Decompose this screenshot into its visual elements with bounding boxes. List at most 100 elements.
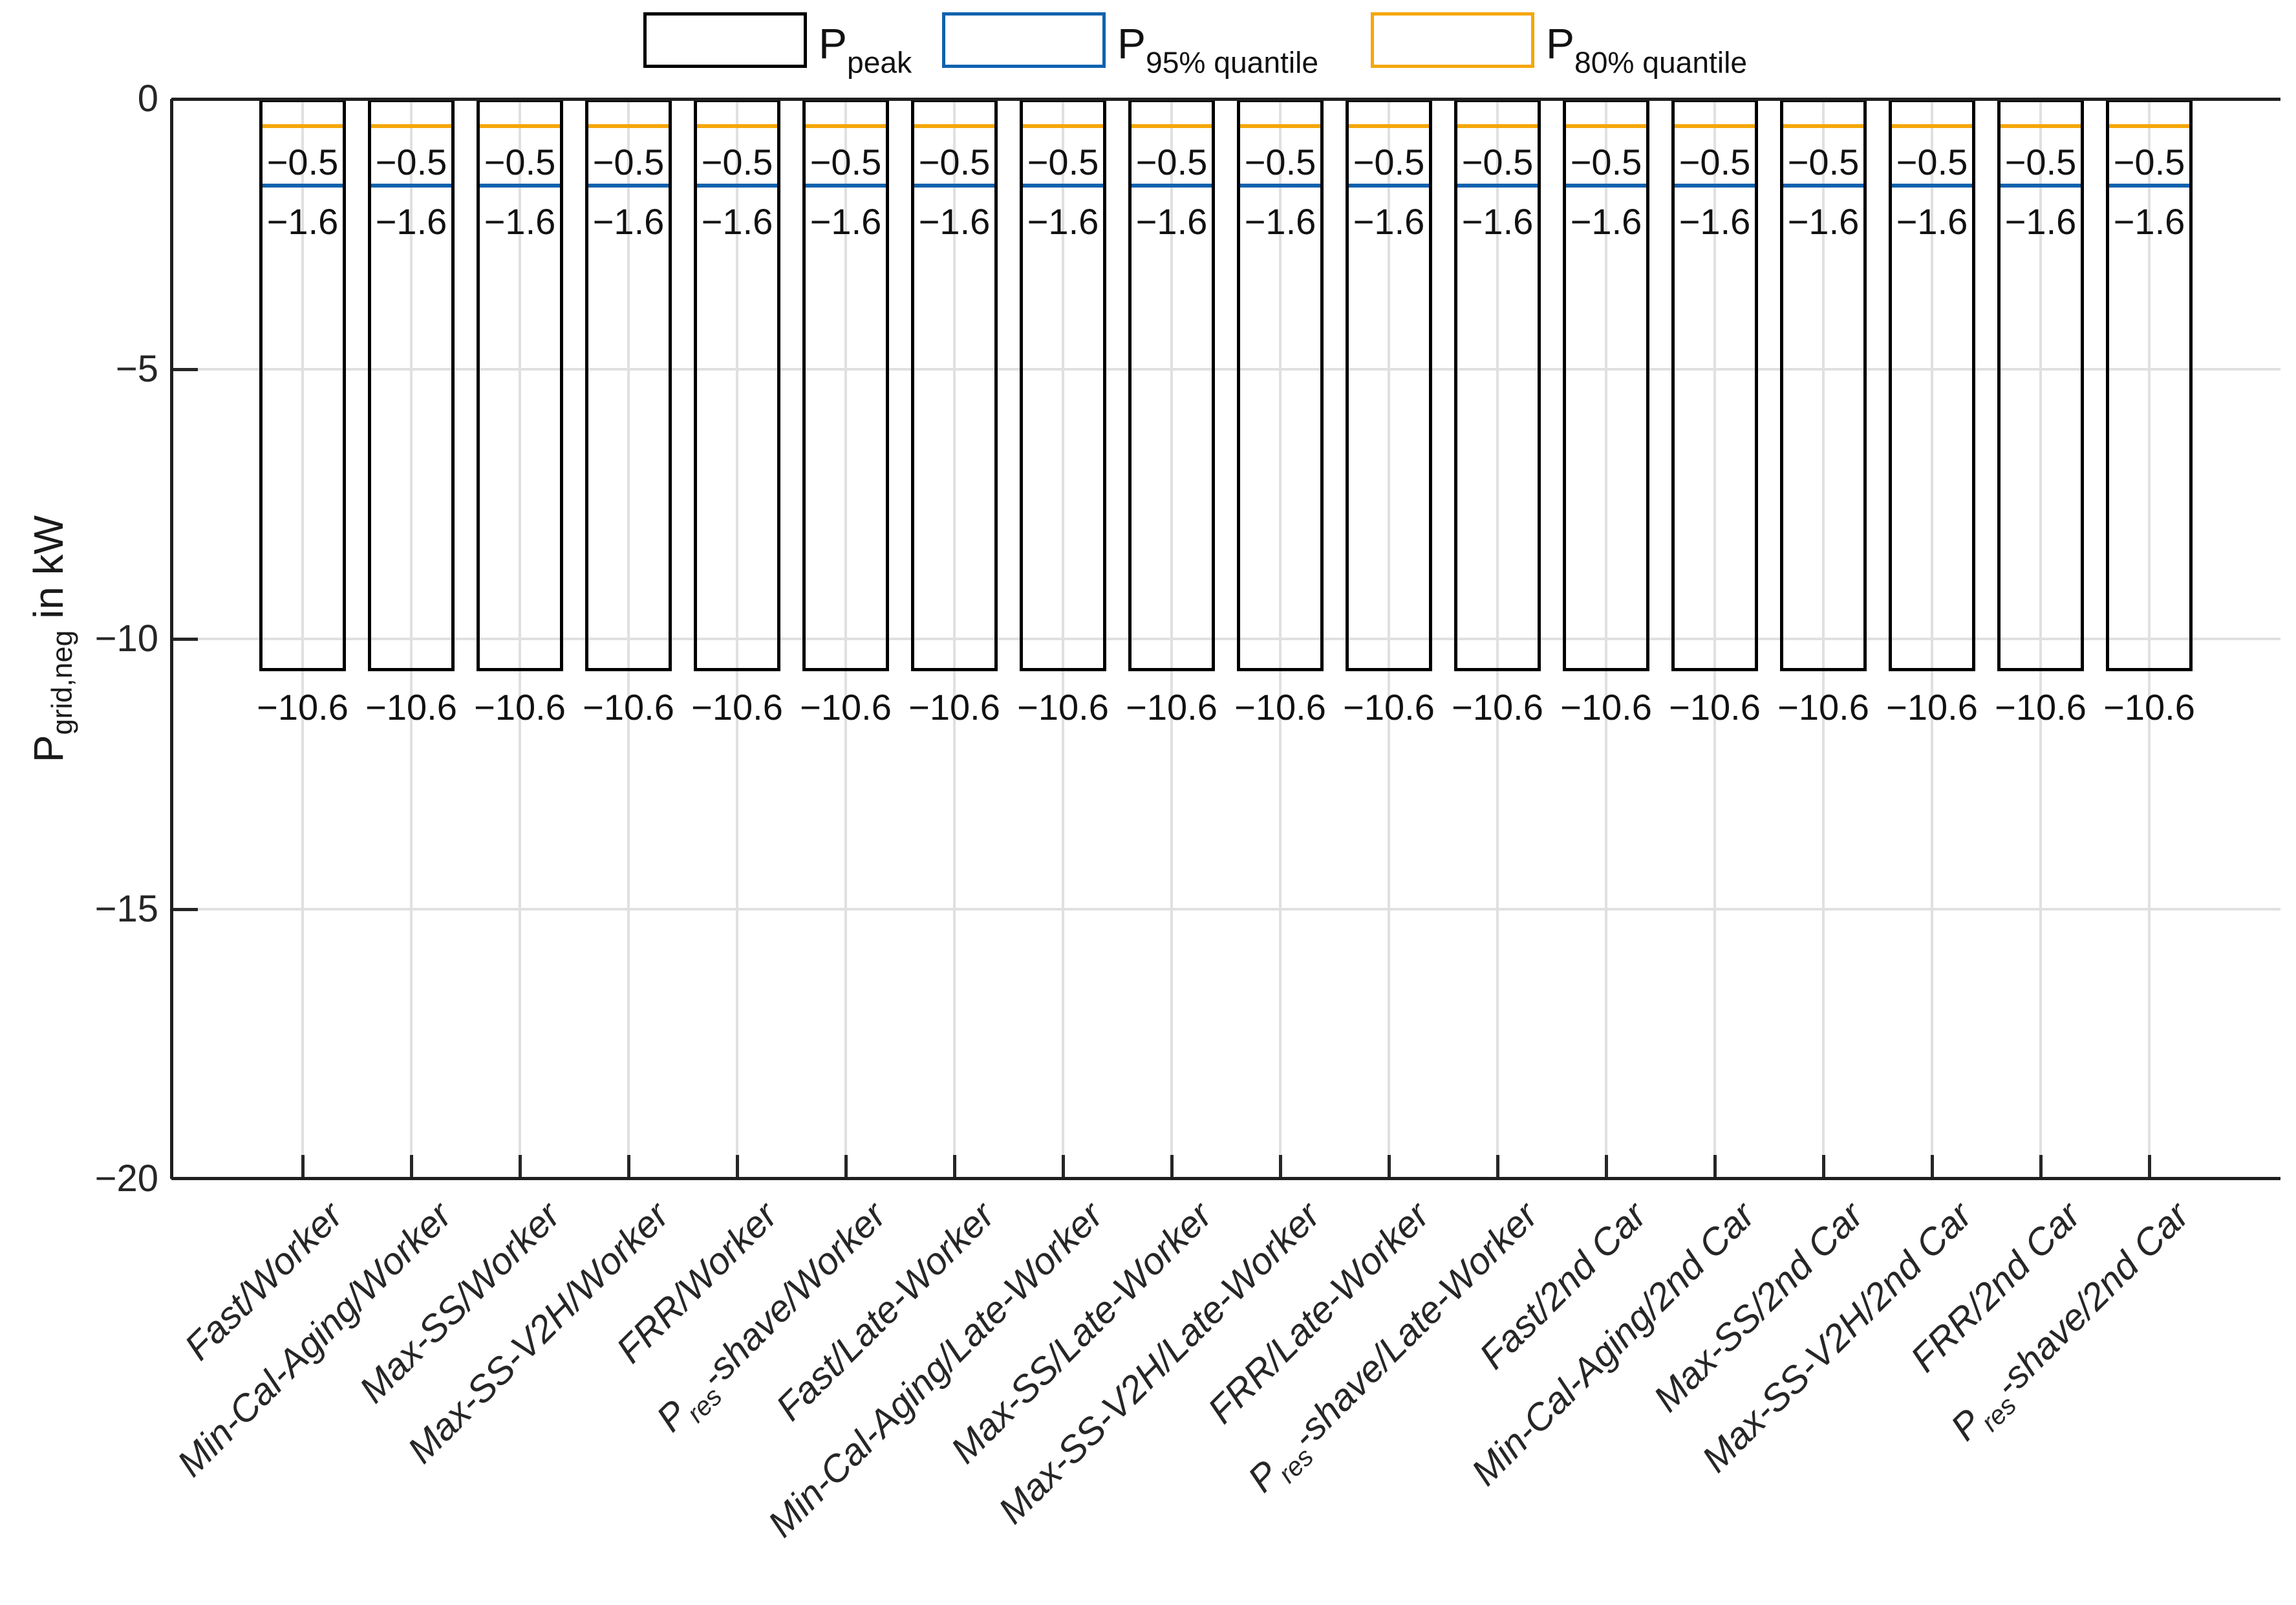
x-tick <box>844 1155 848 1179</box>
value-label-peak: −10.6 <box>583 687 674 728</box>
legend-label-peak: Ppeak <box>819 19 912 80</box>
x-tick <box>2148 1155 2151 1179</box>
legend-label-q80: P80% quantile <box>1546 19 1748 80</box>
q95-line <box>2001 183 2081 188</box>
x-tick <box>1713 1155 1717 1179</box>
value-label-peak: −10.6 <box>1886 687 1978 728</box>
x-tick <box>1279 1155 1282 1179</box>
q95-line <box>1349 183 1429 188</box>
q95-line <box>1023 183 1103 188</box>
q95-line <box>1240 183 1320 188</box>
value-label-peak: −10.6 <box>1126 687 1218 728</box>
axis-spine-bottom <box>171 1177 2280 1180</box>
q80-line <box>1023 124 1103 128</box>
q80-line <box>1783 124 1863 128</box>
q95-line <box>1675 183 1755 188</box>
x-tick <box>1388 1155 1391 1179</box>
q95-line <box>806 183 886 188</box>
x-gridline <box>1822 99 1825 1179</box>
q80-line <box>480 124 560 128</box>
value-label-peak: −10.6 <box>691 687 783 728</box>
subscript: res <box>1272 1441 1319 1489</box>
y-gridline <box>171 638 2280 640</box>
x-tick <box>301 1155 305 1179</box>
x-tick <box>953 1155 956 1179</box>
q95-line <box>914 183 994 188</box>
q80-line <box>2001 124 2081 128</box>
value-label-peak: −10.6 <box>1560 687 1652 728</box>
x-tick <box>1062 1155 1065 1179</box>
x-gridline <box>1062 99 1064 1179</box>
y-tick-label: −5 <box>115 347 158 390</box>
value-label-q95: −1.6 <box>1353 200 1425 242</box>
value-label-peak: −10.6 <box>1452 687 1543 728</box>
y-tick <box>173 638 198 641</box>
q80-line <box>697 124 777 128</box>
x-gridline <box>1931 99 1933 1179</box>
value-label-q95: −1.6 <box>1896 200 1968 242</box>
q80-line <box>263 124 343 128</box>
axis-spine-left <box>170 99 173 1179</box>
subscript: 95% quantile <box>1146 45 1319 80</box>
value-label-peak: −10.6 <box>1343 687 1435 728</box>
q95-line <box>697 183 777 188</box>
value-label-q95: −1.6 <box>2004 200 2077 242</box>
legend-label-q95: P95% quantile <box>1117 19 1319 80</box>
x-tick <box>519 1155 522 1179</box>
value-label-peak: −10.6 <box>908 687 1000 728</box>
q80-line <box>1675 124 1755 128</box>
x-gridline <box>953 99 956 1179</box>
value-label-q95: −1.6 <box>701 200 773 242</box>
legend-swatch-q95 <box>942 12 1106 68</box>
value-label-q80: −0.5 <box>2004 141 2077 182</box>
x-tick-label: Max-SS/Worker <box>351 1194 568 1411</box>
q95-line <box>588 183 669 188</box>
y-tick <box>173 907 198 911</box>
legend-swatch-q80 <box>1371 12 1534 68</box>
value-label-peak: −10.6 <box>257 687 349 728</box>
q80-line <box>2109 124 2189 128</box>
value-label-peak: −10.6 <box>1234 687 1326 728</box>
legend-item-peak: Ppeak <box>643 12 941 90</box>
q80-line <box>1132 124 1212 128</box>
y-tick-label: 0 <box>137 78 158 120</box>
value-label-q80: −0.5 <box>1787 141 1860 182</box>
legend-swatch-peak <box>643 12 807 68</box>
value-label-q80: −0.5 <box>918 141 991 182</box>
x-gridline <box>1279 99 1282 1179</box>
x-tick <box>410 1155 413 1179</box>
q95-line <box>2109 183 2189 188</box>
q95-line <box>1566 183 1646 188</box>
axis-spine-top <box>171 98 2280 101</box>
q95-line <box>1132 183 1212 188</box>
value-label-peak: −10.6 <box>1017 687 1109 728</box>
value-label-peak: −10.6 <box>2103 687 2195 728</box>
subscript: 80% quantile <box>1574 45 1748 80</box>
value-label-peak: −10.6 <box>1995 687 2087 728</box>
y-gridline <box>171 907 2280 910</box>
q80-line <box>1349 124 1429 128</box>
x-gridline <box>2039 99 2042 1179</box>
q95-line <box>371 183 451 188</box>
value-label-peak: −10.6 <box>1777 687 1869 728</box>
value-label-q95: −1.6 <box>1787 200 1860 242</box>
x-gridline <box>844 99 847 1179</box>
q80-line <box>806 124 886 128</box>
value-label-q80: −0.5 <box>1244 141 1316 182</box>
q80-line <box>914 124 994 128</box>
subscript: res <box>680 1381 728 1428</box>
value-label-q95: −1.6 <box>592 200 665 242</box>
value-label-peak: −10.6 <box>365 687 457 728</box>
x-tick <box>1931 1155 1934 1179</box>
legend-item-q95: P95% quantile <box>942 12 1318 90</box>
value-label-q80: −0.5 <box>1570 141 1642 182</box>
q80-line <box>1566 124 1646 128</box>
y-tick-label: −10 <box>94 618 158 660</box>
value-label-q80: −0.5 <box>810 141 882 182</box>
q80-line <box>1240 124 1320 128</box>
x-gridline <box>1713 99 1716 1179</box>
subscript: peak <box>847 45 912 80</box>
q80-line <box>1457 124 1538 128</box>
x-gridline <box>1170 99 1173 1179</box>
